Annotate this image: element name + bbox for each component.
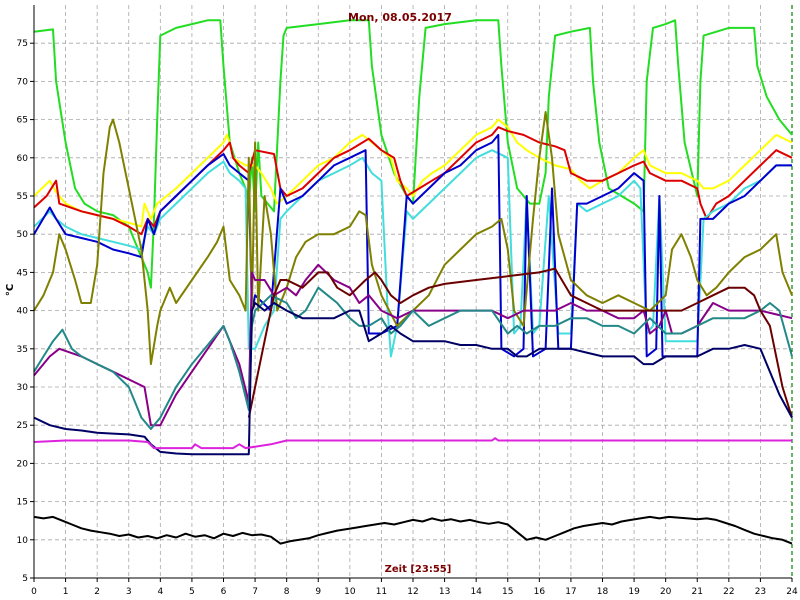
x-tick-label: 6 xyxy=(221,587,227,597)
y-tick-label: 45 xyxy=(17,268,28,278)
series-line-11 xyxy=(33,437,792,450)
y-tick-label: 70 xyxy=(17,77,29,87)
x-tick-label: 11 xyxy=(376,587,387,597)
series-line-3 xyxy=(33,126,793,236)
y-tick-label: 15 xyxy=(17,498,28,508)
y-axis-label: °C xyxy=(5,284,16,296)
series-line-8 xyxy=(33,286,793,430)
x-tick-label: 3 xyxy=(126,587,132,597)
series-line-5 xyxy=(33,133,792,358)
series-line-7 xyxy=(33,263,793,427)
axes: 0 1 2 3 4 5 6 7 8 9 10 11 12 13 14 15 16 17 18 19 20 21 22 23 24… xyxy=(17,5,798,597)
y-tick-label: 75 xyxy=(17,39,28,49)
x-tick-label: 21 xyxy=(692,587,703,597)
x-tick-label: 1 xyxy=(63,587,69,597)
x-tick-label: 5 xyxy=(189,587,195,597)
x-tick-label: 16 xyxy=(534,587,546,597)
x-tick-label: 20 xyxy=(660,587,672,597)
y-tick-label: 40 xyxy=(17,307,29,317)
x-tick-label: 4 xyxy=(157,587,163,597)
x-tick-label: 18 xyxy=(597,587,609,597)
y-tick-label: 25 xyxy=(17,421,28,431)
x-tick-label: 13 xyxy=(439,587,450,597)
x-tick-label: 24 xyxy=(786,587,798,597)
x-tick-label: 10 xyxy=(344,587,356,597)
y-tick-label: 20 xyxy=(17,459,29,469)
x-tick-label: 19 xyxy=(628,587,640,597)
x-tick-label: 12 xyxy=(407,587,418,597)
series-line-9 xyxy=(247,267,793,418)
series-line-12 xyxy=(33,515,793,545)
y-tick-label: 30 xyxy=(17,383,29,393)
x-axis-label: Zeit [23:55] xyxy=(385,564,452,575)
y-tick-label: 10 xyxy=(17,536,29,546)
x-tick-label: 7 xyxy=(252,587,258,597)
series-group xyxy=(33,19,793,545)
y-tick-label: 50 xyxy=(17,230,29,240)
y-tick-label: 65 xyxy=(17,116,28,126)
x-tick-label: 8 xyxy=(284,587,290,597)
x-tick-label: 15 xyxy=(502,587,513,597)
x-tick-label: 17 xyxy=(565,587,576,597)
chart-title: Mon, 08.05.2017 xyxy=(348,11,452,24)
x-tick-label: 23 xyxy=(755,587,766,597)
x-tick-label: 22 xyxy=(723,587,734,597)
x-tick-label: 0 xyxy=(31,587,37,597)
x-tick-label: 14 xyxy=(470,587,482,597)
series-line-6 xyxy=(33,111,793,366)
series-line-10 xyxy=(33,302,793,456)
y-tick-label: 60 xyxy=(17,154,29,164)
y-tick-label: 5 xyxy=(22,574,28,584)
x-tick-label: 9 xyxy=(315,587,321,597)
y-tick-label: 55 xyxy=(17,192,28,202)
x-tick-label: 2 xyxy=(94,587,100,597)
y-tick-label: 35 xyxy=(17,345,28,355)
